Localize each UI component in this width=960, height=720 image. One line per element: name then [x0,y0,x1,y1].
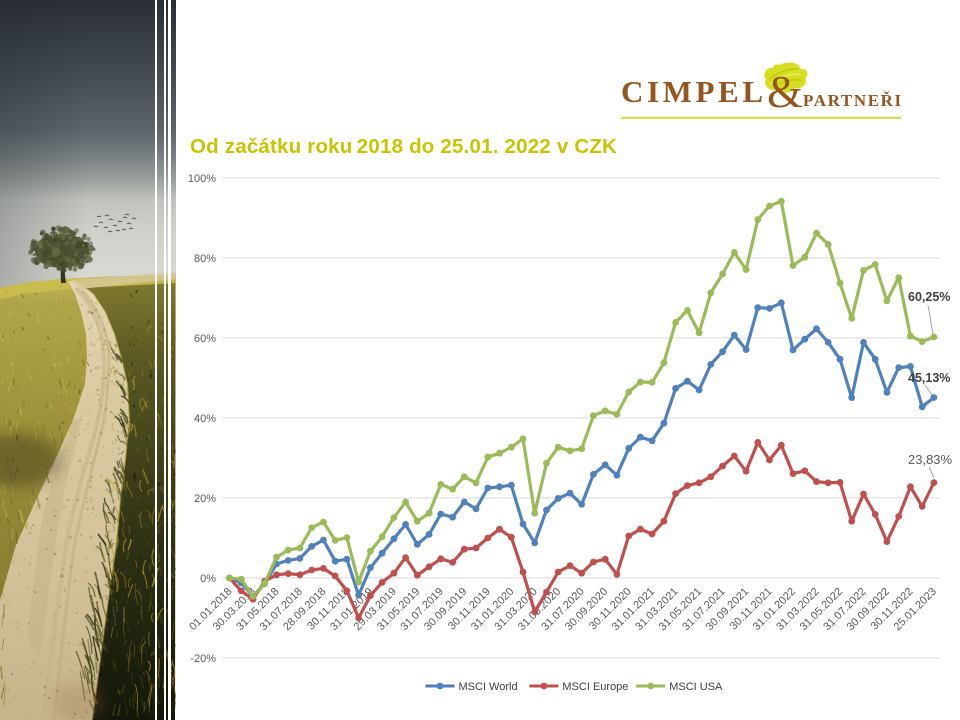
svg-text:100%: 100% [188,173,216,185]
svg-text:60,25%: 60,25% [908,290,950,304]
svg-text:23,83%: 23,83% [908,452,953,467]
svg-text:40%: 40% [194,413,216,425]
svg-text:PARTNEŘI: PARTNEŘI [803,91,903,110]
svg-text:0%: 0% [200,573,216,585]
svg-text:45,13%: 45,13% [908,371,950,385]
svg-text:20%: 20% [194,493,216,505]
svg-text:MSCI Europe: MSCI Europe [562,681,628,693]
svg-text:&: & [767,66,803,117]
svg-text:MSCI USA: MSCI USA [669,681,723,693]
svg-text:-20%: -20% [190,653,216,665]
svg-text:MSCI World: MSCI World [459,681,518,693]
svg-text:60%: 60% [194,333,216,345]
svg-text:CIMPEL: CIMPEL [621,74,767,109]
svg-text:80%: 80% [194,253,216,265]
